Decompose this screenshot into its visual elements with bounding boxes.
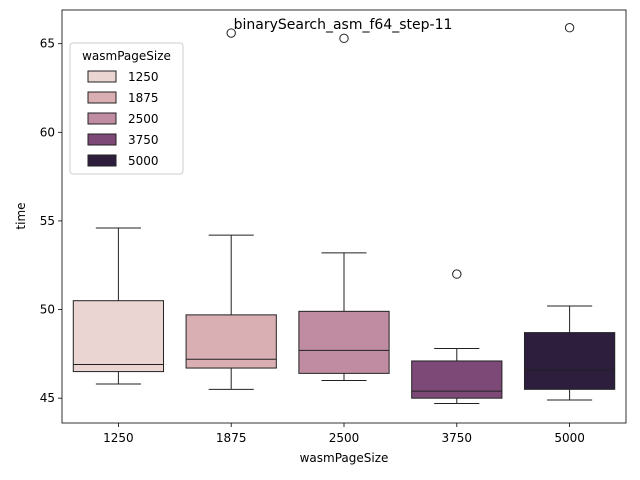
x-tick-label: 1250: [103, 431, 134, 445]
box-group: [411, 269, 503, 405]
y-tick-label: 50: [40, 303, 55, 317]
box-group: [523, 23, 616, 401]
legend-entry-label: 2500: [128, 112, 159, 126]
legend-swatch: [87, 91, 117, 104]
x-axis: 1250 1875 2500 3750 5000: [103, 423, 585, 445]
box-iqr: [185, 314, 277, 369]
chart-title: binarySearch_asm_f64_step-11: [234, 17, 453, 33]
y-tick-label: 55: [40, 214, 55, 228]
box-group: [185, 28, 277, 390]
legend-swatch: [87, 154, 117, 167]
x-tick-label: 5000: [554, 431, 585, 445]
box-iqr: [298, 310, 390, 374]
box-iqr: [523, 332, 616, 390]
x-tick-label: 3750: [442, 431, 473, 445]
x-tick-label: 1875: [216, 431, 247, 445]
legend: wasmPageSize 1250 1875 2500 3750 5000: [69, 42, 184, 175]
legend-entry-label: 1875: [128, 91, 159, 105]
x-tick-label: 2500: [329, 431, 360, 445]
outlier-point: [339, 33, 349, 44]
y-tick-label: 65: [40, 37, 55, 51]
y-axis-label: time: [14, 202, 28, 229]
box-iqr: [411, 360, 503, 399]
outlier-point: [226, 28, 236, 38]
legend-swatch: [87, 112, 117, 125]
y-axis: 45 50 55 60 65: [40, 37, 62, 405]
legend-entry-label: 3750: [128, 133, 159, 147]
plot-area: [72, 23, 616, 405]
y-tick-label: 60: [40, 125, 55, 139]
box-group: [72, 227, 165, 385]
box-iqr: [72, 300, 165, 373]
legend-swatch: [87, 133, 117, 146]
outlier-point: [452, 269, 462, 279]
x-axis-label: wasmPageSize: [300, 451, 389, 465]
outlier-point: [564, 23, 575, 33]
y-tick-label: 45: [40, 391, 55, 405]
legend-entry-label: 1250: [128, 70, 159, 84]
legend-entry-label: 5000: [128, 154, 159, 168]
legend-swatch: [87, 70, 117, 83]
box-group: [298, 33, 390, 381]
legend-title: wasmPageSize: [82, 49, 171, 63]
